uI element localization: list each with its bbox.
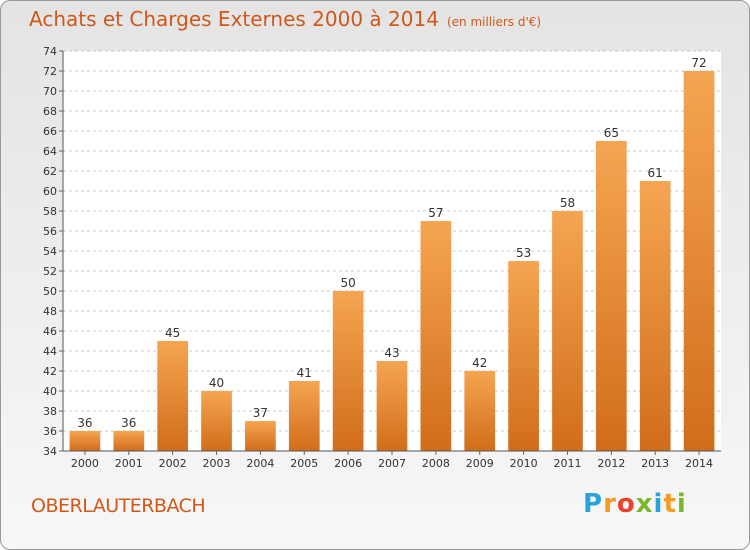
x-tick-label: 2008 [422,457,450,470]
brand-logo-letter: x [635,489,654,519]
y-tick-label: 54 [43,245,57,258]
x-tick-label: 2006 [334,457,362,470]
x-tick-label: 2001 [115,457,143,470]
y-tick-label: 38 [43,405,57,418]
chart-unit: (en milliers d'€) [446,15,542,29]
y-tick-label: 44 [43,345,57,358]
brand-logo-letter: P [583,489,604,519]
y-tick-label: 70 [43,85,57,98]
x-tick-label: 2011 [553,457,581,470]
bar-value-label: 40 [209,376,224,390]
y-tick-label: 74 [43,45,57,58]
y-tick-label: 34 [43,445,57,458]
brand-logo-letter: i [653,489,664,519]
bar [683,71,715,451]
x-tick-label: 2014 [685,457,713,470]
bar-value-label: 42 [472,356,487,370]
y-tick-label: 62 [43,165,57,178]
x-tick-label: 2009 [466,457,494,470]
bar [639,181,671,451]
brand-logo-letter: o [616,489,636,519]
bar-value-label: 36 [77,416,92,430]
y-tick-label: 42 [43,365,57,378]
bar [332,291,364,451]
chart-title: Achats et Charges Externes 2000 à 2014 (e… [29,7,541,31]
bar-value-label: 41 [297,366,312,380]
y-tick-label: 52 [43,265,57,278]
bar-value-label: 43 [384,346,399,360]
bar-value-label: 37 [253,406,268,420]
x-tick-label: 2012 [597,457,625,470]
y-tick-label: 58 [43,205,57,218]
x-tick-label: 2013 [641,457,669,470]
bar-value-label: 45 [165,326,180,340]
y-tick-label: 60 [43,185,57,198]
bar [552,211,583,451]
x-tick-label: 2010 [510,457,538,470]
bar-value-label: 58 [560,196,575,210]
y-tick-label: 72 [43,65,57,78]
x-tick-label: 2004 [246,457,274,470]
bar [69,431,101,451]
x-tick-label: 2000 [71,457,99,470]
y-tick-label: 40 [43,385,57,398]
y-tick-label: 48 [43,305,57,318]
y-tick-label: 68 [43,105,57,118]
bar [508,261,539,451]
bar-value-label: 50 [340,276,355,290]
y-tick-label: 36 [43,425,57,438]
x-tick-label: 2007 [378,457,406,470]
y-tick-label: 56 [43,225,57,238]
brand-logo: Proxiti [583,489,687,519]
bar [288,381,320,451]
brand-logo-letter: i [676,489,687,519]
chart-title-text: Achats et Charges Externes 2000 à 2014 [29,7,439,31]
bar-value-label: 65 [604,126,619,140]
bar-value-label: 57 [428,206,443,220]
bar-value-label: 53 [516,246,531,260]
y-tick-label: 64 [43,145,57,158]
x-tick-label: 2002 [159,457,187,470]
brand-logo-letter: t [663,489,677,519]
bar [201,391,232,451]
bar [420,221,452,451]
y-tick-label: 46 [43,325,57,338]
bar-value-label: 61 [648,166,663,180]
bar [157,341,189,451]
bar-value-label: 36 [121,416,136,430]
bar-value-label: 72 [691,56,706,70]
commune-name: OBERLAUTERBACH [31,495,206,517]
y-tick-label: 66 [43,125,57,138]
bar [245,421,276,451]
bar [595,141,627,451]
brand-logo-letter: r [603,489,617,519]
bar [113,431,145,451]
x-tick-label: 2003 [203,457,231,470]
y-tick-label: 50 [43,285,57,298]
x-tick-label: 2005 [290,457,318,470]
bar [376,361,408,451]
bar [464,371,496,451]
